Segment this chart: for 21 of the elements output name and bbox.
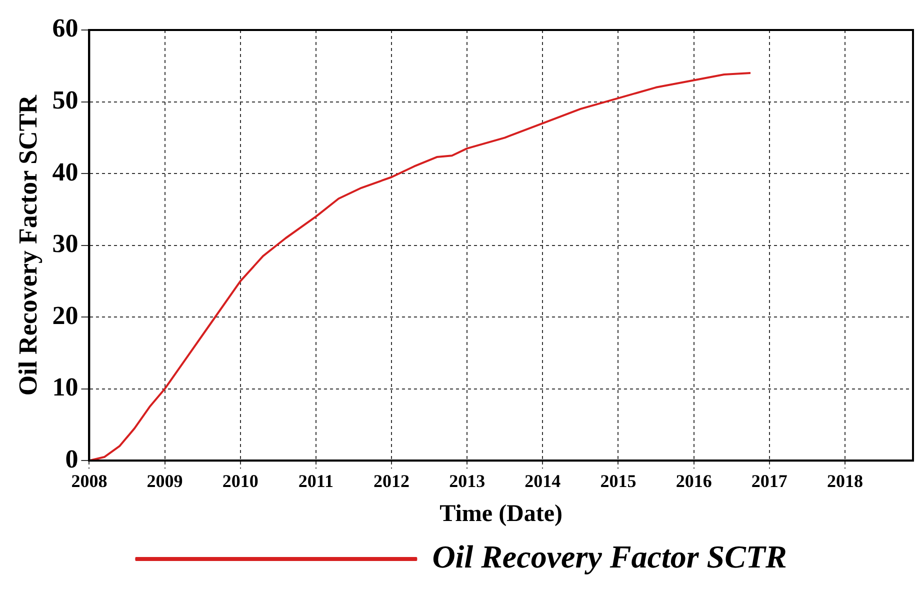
x-tick-label: 2013 <box>449 471 486 492</box>
y-tick-label: 20 <box>52 300 78 330</box>
text: Oil Recovery Factor SCTR <box>432 538 787 574</box>
y-tick-label: 40 <box>52 157 78 186</box>
y-tick-label: 0 <box>65 444 78 474</box>
x-tick-label: 2009 <box>146 471 183 492</box>
x-axis-title: Time (Date) <box>440 500 563 527</box>
y-tick-label: 10 <box>52 372 78 402</box>
x-tick-label: 2016 <box>676 471 712 492</box>
x-tick-label: 2017 <box>751 471 788 492</box>
x-tick-label: 2010 <box>222 471 258 492</box>
x-tick-label: 2018 <box>826 471 863 492</box>
x-tick-label: 2015 <box>600 471 636 492</box>
y-axis-title: Oil Recovery Factor SCTR <box>13 94 42 396</box>
y-tick-label: 60 <box>52 14 78 43</box>
x-tick-label: 2008 <box>71 471 108 492</box>
x-tick-label: 2014 <box>524 471 561 492</box>
y-tick-label: 30 <box>52 229 78 258</box>
y-tick-label: 50 <box>52 85 78 114</box>
x-tick-label: 2011 <box>298 471 334 492</box>
x-tick-label: 2012 <box>374 471 410 492</box>
